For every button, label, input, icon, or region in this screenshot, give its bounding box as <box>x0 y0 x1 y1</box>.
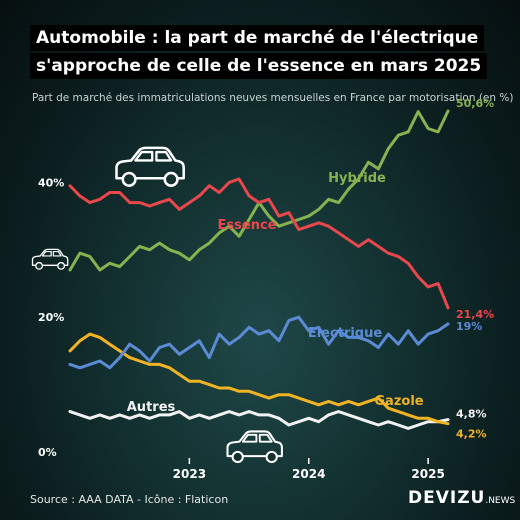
series-labels: Essence 21,4% Hybride 50,6% Electrique 19% Gaz… <box>127 97 494 441</box>
car-icon <box>115 146 185 187</box>
x-tick-label: 2023 <box>173 467 206 481</box>
y-tick-label: 20% <box>38 311 64 324</box>
x-tick-label: 2024 <box>292 467 325 481</box>
series-line-hybride <box>68 109 450 272</box>
y-tick-label: 40% <box>38 176 64 189</box>
chart-title: Automobile : la part de marché de l'élec… <box>30 25 488 81</box>
end-label-hybride: 50,6% <box>456 97 494 110</box>
end-label-electrique: 19% <box>456 320 482 333</box>
series-line-autres <box>68 410 450 430</box>
series-line-essence <box>68 177 450 310</box>
end-label-essence: 21,4% <box>456 308 494 321</box>
end-label-gazole: 4,2% <box>456 428 487 441</box>
brand-name: DEVIZU <box>408 488 486 508</box>
series-name-electrique: Electrique <box>308 326 383 341</box>
y-axis: 0% 20% 40% <box>38 176 64 459</box>
series-name-essence: Essence <box>218 218 277 233</box>
chart-subtitle: Part de marché des immatriculations neuv… <box>32 92 514 104</box>
series-line-electrique <box>68 315 450 370</box>
title-line-2: s'approche de celle de l'essence en mars… <box>30 53 488 79</box>
series-lines <box>68 109 450 430</box>
series-line-gazole <box>68 332 450 426</box>
brand-suffix: .NEWS <box>485 496 516 506</box>
end-label-autres: 4,8% <box>456 408 487 421</box>
x-tick-label: 2025 <box>411 467 444 481</box>
series-name-autres: Autres <box>127 400 176 415</box>
series-name-hybride: Hybride <box>328 171 386 186</box>
car-icon <box>226 430 283 464</box>
y-tick-label: 0% <box>38 446 57 459</box>
x-axis: 2023 2024 2025 <box>173 458 445 481</box>
series-name-gazole: Gazole <box>374 394 423 409</box>
source-note: Source : AAA DATA - Icône : Flaticon <box>30 493 229 506</box>
car-icon <box>31 248 69 270</box>
title-line-1: Automobile : la part de marché de l'élec… <box>30 25 485 51</box>
icons-layer <box>31 146 283 464</box>
brand-logo: DEVIZU.NEWS <box>408 488 515 508</box>
